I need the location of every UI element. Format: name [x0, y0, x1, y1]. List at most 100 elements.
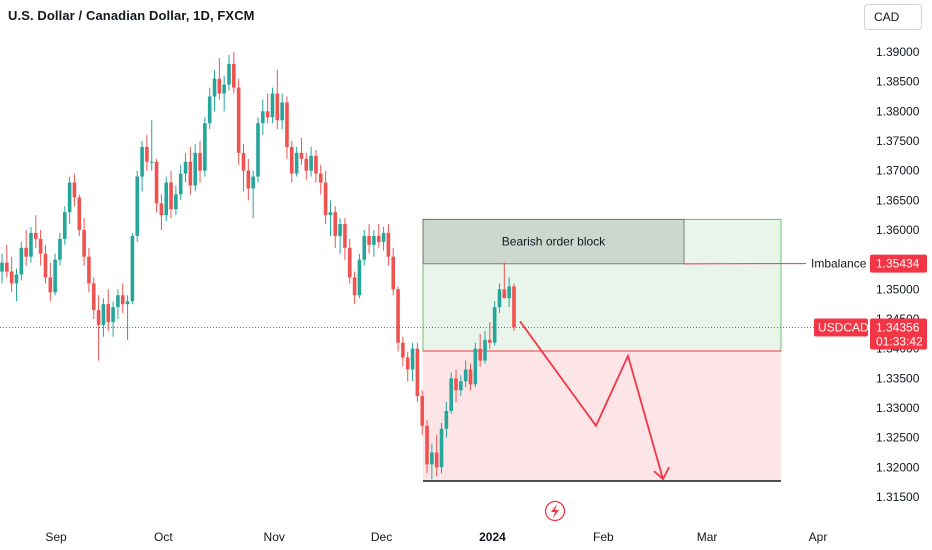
candle-body — [420, 396, 425, 426]
candle-body — [58, 238, 62, 260]
candle-body — [502, 289, 507, 299]
candle — [391, 247, 396, 296]
candle-body — [48, 277, 53, 293]
candle — [367, 224, 371, 254]
candle-body — [125, 301, 130, 305]
candle — [58, 232, 62, 266]
candle-body — [473, 348, 478, 385]
candle-body — [145, 146, 149, 162]
candle-body — [449, 378, 453, 411]
candle-body — [444, 410, 449, 429]
candle-body — [154, 161, 159, 204]
candle — [207, 87, 212, 130]
candle-body — [454, 378, 458, 391]
candle-body — [275, 93, 280, 121]
candle — [425, 419, 429, 474]
currency-selector[interactable]: CAD — [864, 4, 922, 30]
candle — [53, 253, 57, 296]
candle-body — [314, 155, 318, 174]
candle — [34, 215, 38, 248]
lightning-icon-bolt — [551, 504, 559, 518]
candle-body — [193, 152, 197, 186]
candle — [82, 218, 86, 266]
candle — [343, 218, 347, 260]
candle — [376, 224, 381, 248]
candle — [386, 224, 391, 266]
y-tick-label: 1.39000 — [876, 45, 920, 59]
candle-body — [285, 102, 289, 147]
candle-body — [391, 256, 396, 290]
candle — [405, 351, 410, 382]
x-tick-label: Nov — [264, 530, 285, 544]
x-tick-label: Sep — [45, 530, 67, 544]
candle-body — [512, 286, 516, 328]
candle — [265, 93, 270, 124]
projection-arrowhead — [653, 466, 670, 481]
candle — [0, 253, 4, 284]
candle — [5, 244, 9, 278]
candle — [222, 75, 226, 112]
candle — [401, 336, 405, 367]
bearish-order-block — [422, 218, 685, 265]
candle — [362, 230, 367, 266]
candle-body — [111, 307, 115, 322]
candle-body — [488, 339, 492, 343]
candle-body — [120, 295, 125, 305]
candle — [140, 141, 144, 192]
candle-body — [24, 247, 28, 257]
candle — [154, 158, 159, 213]
x-tick-label: Dec — [371, 530, 392, 544]
candle-body — [178, 173, 183, 195]
candle-body — [101, 304, 106, 325]
zones-layer: Bearish order block — [422, 218, 807, 482]
candle — [72, 173, 77, 207]
candle — [396, 286, 400, 352]
candle-body — [62, 212, 67, 239]
red-zone — [423, 351, 781, 481]
candle-body — [265, 111, 270, 118]
candle — [101, 298, 106, 337]
y-tick-label: 1.36500 — [876, 193, 920, 207]
candle — [227, 54, 231, 91]
candle-body — [323, 182, 328, 216]
y-tick-label: 1.37500 — [876, 134, 920, 148]
candle-body — [478, 348, 482, 361]
candle-body — [0, 262, 4, 272]
candle — [468, 363, 473, 391]
candle-body — [72, 182, 77, 198]
candle-body — [256, 123, 260, 177]
candle-body — [38, 238, 43, 254]
candle — [299, 138, 304, 165]
candle — [183, 152, 188, 183]
candle-body — [135, 176, 140, 236]
candle-body — [130, 235, 135, 302]
y-tick-label: 1.33500 — [876, 371, 920, 385]
candle — [111, 301, 115, 337]
candle — [106, 289, 111, 331]
candle — [48, 262, 53, 302]
candle — [77, 194, 82, 236]
candle-body — [362, 235, 367, 260]
candle — [323, 170, 328, 225]
candle-body — [116, 295, 120, 308]
x-tick-label: Feb — [593, 530, 614, 544]
candle — [67, 176, 72, 225]
candle-body — [169, 182, 173, 210]
candle — [241, 143, 246, 192]
countdown-label: 01:33:42 — [876, 335, 923, 349]
candle — [449, 372, 453, 414]
candle-body — [333, 212, 338, 236]
candle-body — [372, 235, 376, 245]
candle — [502, 262, 507, 299]
candle-body — [43, 253, 48, 278]
candle-body — [367, 235, 371, 245]
projection-path — [519, 320, 664, 480]
candle — [246, 158, 251, 201]
y-tick-label: 1.31500 — [876, 490, 920, 504]
x-tick-label: Apr — [809, 530, 828, 544]
candle-body — [19, 247, 24, 275]
candle — [24, 230, 28, 266]
overlay-layer — [0, 320, 868, 481]
candle — [91, 277, 96, 319]
